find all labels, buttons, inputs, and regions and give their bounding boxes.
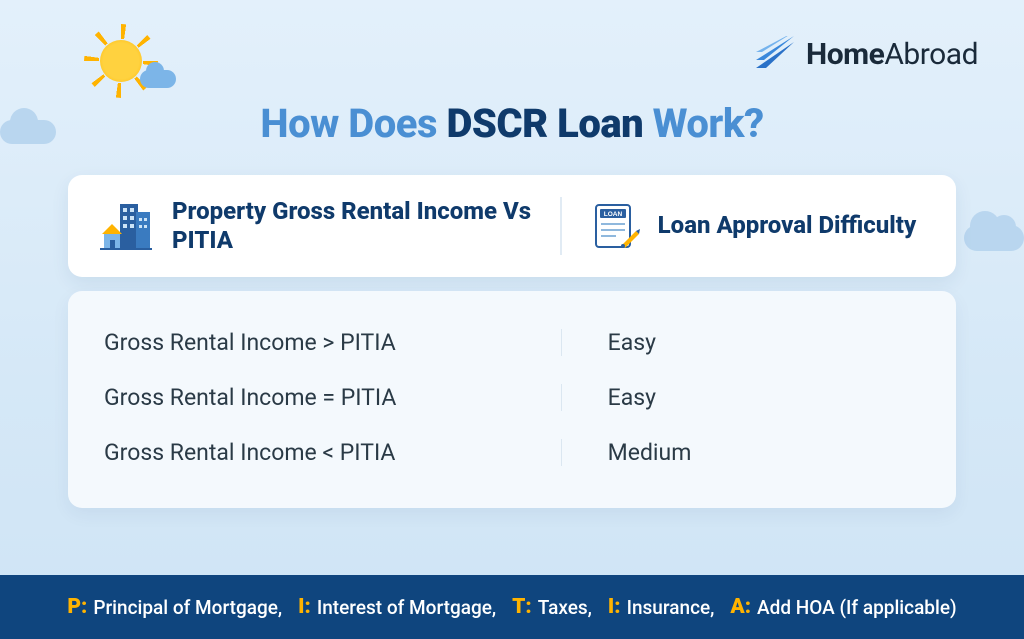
legend-value: Principal of Mortgage, (93, 596, 282, 619)
brand-logo-mark-icon (754, 36, 796, 72)
loan-doc-icon: LOAN (592, 201, 640, 251)
brand-logo: HomeAbroad (754, 36, 978, 72)
legend-key: A: (730, 595, 751, 619)
header-column-comparison: Property Gross Rental Income Vs PITIA (98, 197, 562, 255)
legend-key: P: (67, 595, 87, 619)
comparison-card: Property Gross Rental Income Vs PITIA LO… (68, 175, 956, 508)
small-cloud-icon (140, 70, 176, 88)
sun-icon (100, 40, 142, 82)
table-row: Gross Rental Income < PITIA Medium (98, 425, 926, 480)
legend-key: T: (512, 595, 532, 619)
buildings-icon (98, 200, 154, 252)
brand-name: HomeAbroad (806, 37, 978, 72)
cell-comparison: Gross Rental Income < PITIA (98, 439, 562, 466)
card-body: Gross Rental Income > PITIA Easy Gross R… (68, 291, 956, 508)
table-row: Gross Rental Income = PITIA Easy (98, 370, 926, 425)
pitia-legend: P: Principal of Mortgage, I: Interest of… (0, 575, 1024, 639)
table-row: Gross Rental Income > PITIA Easy (98, 315, 926, 370)
svg-text:LOAN: LOAN (603, 211, 622, 218)
legend-key: I: (298, 595, 311, 619)
legend-value: Taxes, (538, 596, 592, 619)
page-title: How Does DSCR Loan Work? (0, 100, 1024, 147)
card-header: Property Gross Rental Income Vs PITIA LO… (68, 175, 956, 277)
cell-difficulty: Easy (562, 329, 926, 356)
cell-comparison: Gross Rental Income > PITIA (98, 329, 562, 356)
cell-difficulty: Medium (562, 439, 926, 466)
legend-value: Add HOA (If applicable) (757, 596, 957, 619)
header-column-difficulty: LOAN Loan Approval Difficulty (562, 197, 926, 255)
legend-value: Interest of Mortgage, (317, 596, 496, 619)
legend-key: I: (608, 595, 621, 619)
header-label-comparison: Property Gross Rental Income Vs PITIA (172, 197, 540, 255)
cell-difficulty: Easy (562, 384, 926, 411)
legend-value: Insurance, (627, 596, 715, 619)
cloud-icon (964, 225, 1024, 251)
header-label-difficulty: Loan Approval Difficulty (658, 211, 917, 240)
cell-comparison: Gross Rental Income = PITIA (98, 384, 562, 411)
